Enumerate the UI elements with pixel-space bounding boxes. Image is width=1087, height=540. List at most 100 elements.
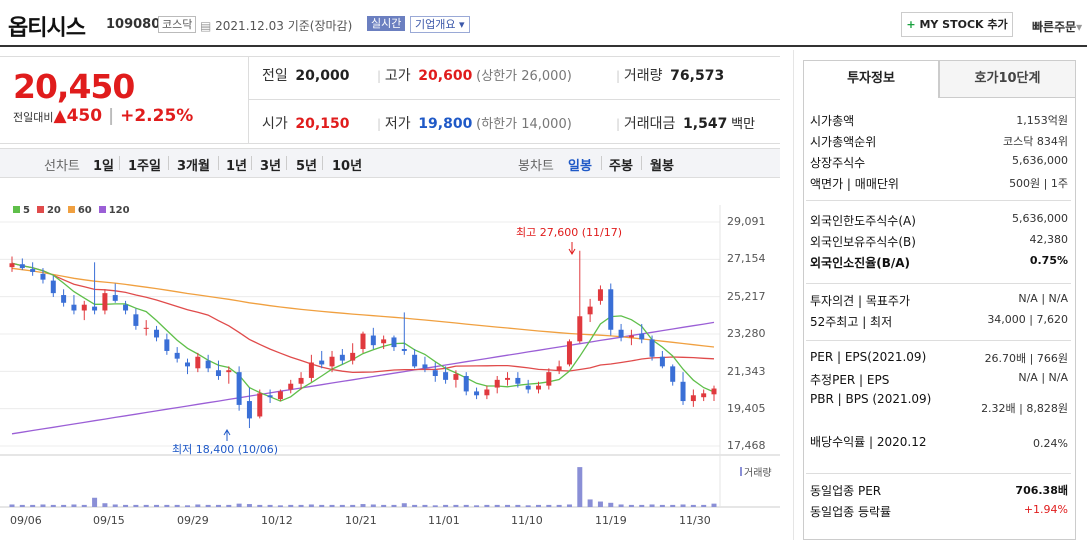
candle-body (546, 372, 552, 386)
candle-body (215, 370, 221, 377)
x-tick: 11/01 (428, 514, 460, 527)
volume-bar (30, 504, 36, 507)
volume-bar (711, 503, 717, 507)
volume-bar (546, 504, 552, 507)
side-row-label: PBR | BPS (2021.09) (810, 392, 932, 406)
side-separator (806, 200, 1071, 201)
candle-body (680, 381, 686, 402)
legend-ma5: 5 (13, 205, 30, 216)
candle-body (102, 293, 108, 311)
candle-body (350, 352, 356, 361)
side-row: 추정PER | EPS N/A | N/A (810, 371, 1068, 391)
side-row-value: 0.75% (1029, 254, 1068, 267)
side-row: 동일업종 PER 706.38배 (810, 482, 1068, 502)
tab-daily[interactable]: 일봉 (568, 159, 592, 174)
candle-body (50, 280, 56, 294)
side-row: 52주최고 | 최저 34,000 | 7,620 (810, 313, 1068, 333)
tab-weekly[interactable]: 주봉 (609, 159, 633, 174)
ma20-line (11, 262, 715, 374)
side-row: 외국인보유주식수(B) 42,380 (810, 233, 1068, 253)
tab-10year[interactable]: 10년 (332, 159, 363, 174)
tab-3year[interactable]: 3년 (260, 159, 282, 174)
tab-separator (641, 156, 642, 170)
side-row: 시가총액순위 코스닥 834위 (810, 133, 1068, 153)
price-change: 전일대비▲450 | +2.25% (13, 106, 194, 126)
candle-body (670, 366, 676, 382)
side-row-label: 외국인보유주식수(B) (810, 235, 916, 249)
volume-bar (81, 504, 87, 507)
candle-body (246, 401, 252, 419)
volume-bar (277, 505, 283, 507)
date-basis: 기준(장마감) (287, 19, 353, 33)
volume-bar (112, 504, 118, 507)
side-row-value: 42,380 (1029, 233, 1069, 246)
price-bottom-line (0, 143, 780, 144)
side-row: 배당수익률 | 2020.12 0.24% (810, 433, 1068, 453)
tab-1day[interactable]: 1일 (93, 159, 115, 174)
volume-bar (566, 504, 572, 507)
volume-bar (267, 504, 273, 507)
volume-bar (298, 504, 304, 507)
candle-body (618, 329, 624, 338)
tab-monthly[interactable]: 월봉 (650, 159, 674, 174)
volume-bar (618, 504, 624, 507)
high-label: 고가 (384, 68, 411, 84)
tab-invest-info[interactable]: 투자정보 (803, 60, 939, 98)
tab-1week[interactable]: 1주일 (128, 159, 161, 174)
y-tick: 21,343 (727, 365, 766, 378)
low-arrow-head (223, 429, 231, 436)
candle-body (381, 339, 387, 344)
candle-body (566, 341, 572, 365)
stock-code: 109080 (106, 17, 161, 32)
mystock-label: MY STOCK 추가 (919, 18, 1008, 31)
volume-bar (515, 504, 521, 507)
quick-order-label: 빠른주문 (1032, 20, 1077, 34)
tab-separator (601, 156, 602, 170)
side-row-value: 706.38배 (1015, 484, 1068, 497)
price-chart[interactable] (0, 185, 780, 525)
volume-bar (370, 504, 376, 507)
company-overview-dropdown[interactable]: 기업개요 ▾ (410, 16, 470, 33)
add-mystock-button[interactable]: + MY STOCK 추가 (901, 12, 1013, 37)
volume-bar (288, 504, 294, 507)
volume-bar (577, 467, 583, 507)
tab-1year[interactable]: 1년 (226, 159, 248, 174)
side-row-label: 외국인소진율(B/A) (810, 256, 911, 270)
candle-body (370, 335, 376, 346)
candle-body (690, 395, 696, 402)
candle-body (422, 364, 428, 369)
side-row: 시가총액 1,153억원 (810, 112, 1068, 132)
tab-separator (168, 156, 169, 170)
volume-bar (463, 504, 469, 507)
market-badge: 코스닥 (158, 16, 197, 33)
tab-separator (251, 156, 252, 170)
legend-ma20: 20 (36, 205, 61, 216)
chevron-down-icon: ▾ (1076, 20, 1083, 34)
tab-3month[interactable]: 3개월 (177, 159, 210, 174)
candle-body (536, 385, 541, 390)
stats-row-divider (249, 99, 780, 100)
volume-bar (432, 505, 438, 507)
line-chart-label: 선차트 (44, 159, 80, 174)
x-tick: 09/15 (93, 514, 125, 527)
volume-bar (50, 504, 56, 507)
candle-body (205, 360, 211, 369)
side-row-value: N/A | N/A (1018, 371, 1068, 384)
side-row: 동일업종 등락률 +1.94% (810, 503, 1068, 523)
candle-body (577, 316, 583, 342)
candle-body (401, 349, 407, 351)
side-row: 투자의견 | 목표주가 N/A | N/A (810, 292, 1068, 312)
realtime-badge[interactable]: 실시간 (367, 16, 406, 31)
volume-bar (205, 504, 211, 507)
side-row-value: 1,153억원 (1016, 114, 1068, 127)
side-row-value: 500원 | 1주 (1009, 177, 1068, 190)
candle-body (19, 264, 25, 269)
candle-body (174, 352, 180, 359)
chart-legend: 5 20 60 120 (13, 205, 130, 216)
y-tick: 17,468 (727, 439, 766, 452)
volume-bar (329, 504, 335, 507)
quick-order-button[interactable]: 빠른주문▾ (1032, 18, 1082, 35)
volume: | 거래량 76,573 (616, 68, 725, 84)
tab-quote10[interactable]: 호가10단계 (939, 60, 1076, 98)
tab-5year[interactable]: 5년 (296, 159, 318, 174)
